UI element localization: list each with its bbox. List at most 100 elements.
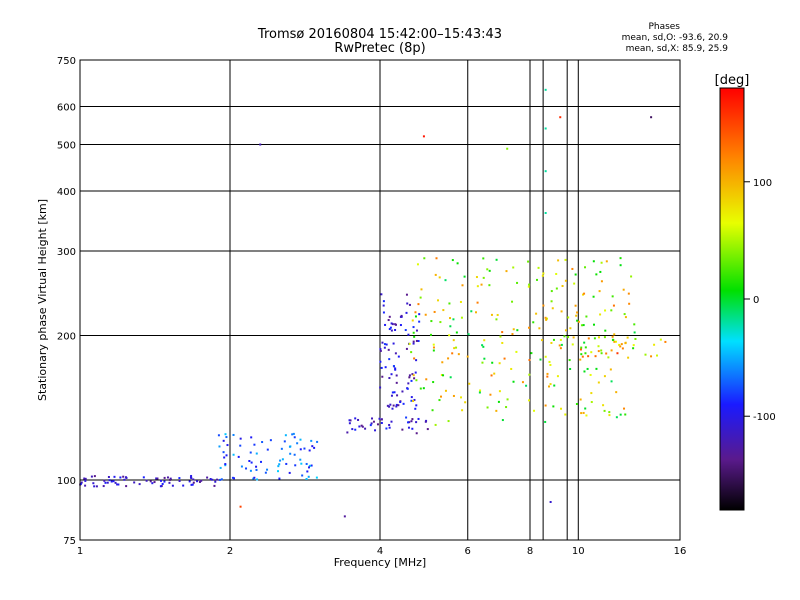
- data-point: [515, 350, 518, 353]
- data-point: [590, 401, 593, 404]
- data-point: [198, 480, 201, 483]
- data-point: [475, 276, 478, 279]
- data-point: [382, 304, 385, 307]
- data-point: [597, 350, 600, 353]
- data-point: [315, 476, 318, 479]
- data-point: [391, 391, 394, 394]
- data-point: [501, 341, 504, 344]
- data-point: [161, 482, 164, 485]
- data-point: [432, 381, 435, 384]
- data-point: [615, 391, 618, 394]
- data-point: [482, 257, 485, 260]
- data-point: [478, 391, 481, 394]
- data-point: [590, 392, 593, 395]
- data-point: [435, 257, 438, 260]
- data-point: [123, 478, 126, 481]
- y-tick-label: 400: [57, 187, 76, 198]
- data-point: [461, 409, 464, 412]
- data-point: [418, 320, 421, 323]
- data-point: [415, 379, 418, 382]
- data-point: [224, 463, 227, 466]
- data-point: [200, 479, 203, 482]
- plot-frame: [79, 59, 681, 541]
- data-point: [406, 387, 409, 390]
- data-point: [559, 116, 562, 119]
- data-point: [288, 471, 291, 474]
- data-point: [573, 282, 576, 285]
- y-tick-label: 300: [57, 247, 76, 258]
- data-point: [613, 333, 616, 336]
- data-point: [564, 329, 567, 332]
- data-point: [408, 376, 411, 379]
- y-tick-label: 200: [57, 332, 76, 343]
- data-point: [405, 311, 408, 314]
- data-point: [417, 303, 420, 306]
- data-point: [410, 396, 413, 399]
- data-point: [299, 458, 302, 461]
- data-point: [255, 468, 258, 471]
- data-point: [448, 302, 451, 305]
- colorbar-ticks: -100 0 100: [744, 178, 776, 423]
- data-point: [555, 272, 558, 275]
- data-point: [463, 275, 466, 278]
- data-point: [459, 300, 462, 303]
- data-point: [611, 295, 614, 298]
- data-point: [579, 358, 582, 361]
- data-point: [103, 479, 106, 482]
- data-point: [470, 310, 473, 313]
- data-point: [415, 329, 418, 332]
- data-point: [407, 426, 410, 429]
- x-tick-label: 6: [465, 546, 471, 557]
- data-point: [432, 343, 435, 346]
- data-point: [277, 470, 280, 473]
- x-tick-label: 2: [227, 546, 233, 557]
- data-point: [266, 448, 269, 451]
- data-point: [225, 436, 228, 439]
- data-point: [253, 443, 256, 446]
- data-point: [434, 273, 437, 276]
- data-point: [619, 257, 622, 260]
- data-point: [434, 423, 437, 426]
- data-point: [560, 343, 563, 346]
- data-point: [239, 444, 242, 447]
- data-point: [414, 407, 417, 410]
- data-point: [610, 380, 613, 383]
- data-point: [419, 296, 422, 299]
- data-point: [260, 460, 263, 463]
- y-tick-label: 100: [57, 476, 76, 487]
- data-point: [624, 413, 627, 416]
- data-point: [168, 481, 171, 484]
- data-point: [248, 460, 251, 463]
- data-point: [552, 405, 555, 408]
- data-point: [415, 421, 418, 424]
- data-point: [225, 454, 228, 457]
- data-point: [613, 340, 616, 343]
- data-point: [83, 477, 86, 480]
- data-point: [564, 413, 567, 416]
- data-point: [380, 293, 383, 296]
- data-point: [343, 515, 346, 518]
- data-point: [381, 375, 384, 378]
- data-point: [269, 439, 272, 442]
- data-point: [433, 310, 436, 313]
- data-point: [579, 348, 582, 351]
- data-point: [616, 352, 619, 355]
- data-point: [294, 464, 297, 467]
- data-point: [653, 343, 656, 346]
- y-tick-label: 750: [57, 56, 76, 67]
- data-point: [293, 436, 296, 439]
- data-point: [240, 465, 243, 468]
- data-point: [163, 480, 166, 483]
- data-point: [451, 352, 454, 355]
- data-point: [299, 438, 302, 441]
- data-point: [447, 357, 450, 360]
- data-point: [259, 143, 262, 146]
- data-point: [650, 355, 653, 358]
- data-point: [408, 374, 411, 377]
- data-point: [550, 341, 553, 344]
- data-point: [597, 336, 600, 339]
- data-point: [308, 464, 311, 467]
- data-point: [112, 480, 115, 483]
- data-point: [289, 452, 292, 455]
- data-point: [561, 285, 564, 288]
